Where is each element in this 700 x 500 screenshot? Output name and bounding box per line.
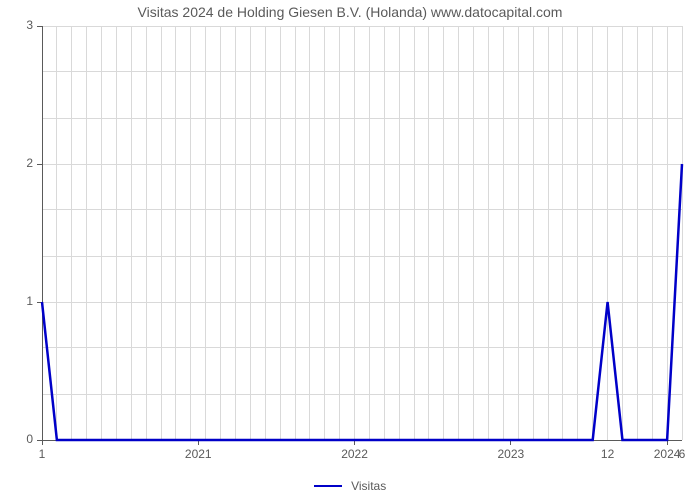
series-line <box>0 0 700 500</box>
chart-container: Visitas 2024 de Holding Giesen B.V. (Hol… <box>0 0 700 500</box>
